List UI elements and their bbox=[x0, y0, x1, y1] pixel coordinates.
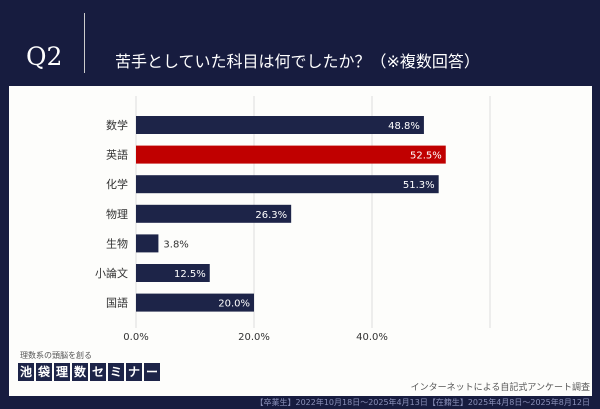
brand-tagline: 理数系の頭脳を創る bbox=[20, 351, 92, 360]
data-label: 20.0% bbox=[218, 299, 250, 310]
brand-logo: 池袋理数セミナー bbox=[18, 363, 160, 381]
category-label: 生物 bbox=[106, 236, 128, 250]
brand-char: 数 bbox=[72, 363, 88, 381]
brand-char: 池 bbox=[18, 363, 34, 381]
brand-char: 袋 bbox=[36, 363, 52, 381]
survey-period: 【卒業生】2022年10月18日～2025年4月13日【在籍生】2025年4月8… bbox=[255, 398, 590, 407]
bar bbox=[136, 116, 424, 134]
category-label: 物理 bbox=[106, 207, 128, 221]
page-title: 苦手としていた科目は何でしたか？（※複数回答） bbox=[115, 52, 480, 71]
bar bbox=[136, 293, 254, 312]
brand-char: ナ bbox=[126, 363, 142, 381]
data-label: 52.5% bbox=[410, 151, 442, 162]
bar bbox=[136, 264, 210, 282]
data-label: 3.8% bbox=[163, 239, 188, 250]
brand-char: セ bbox=[90, 363, 106, 381]
category-label: 小論文 bbox=[95, 266, 128, 280]
bar bbox=[136, 204, 292, 223]
question-number: Q2 bbox=[26, 42, 63, 71]
data-label: 48.8% bbox=[388, 121, 420, 132]
category-label: 数学 bbox=[106, 118, 128, 132]
brand-char: 理 bbox=[54, 363, 70, 381]
data-label: 12.5% bbox=[174, 269, 206, 280]
data-label: 51.3% bbox=[403, 180, 435, 191]
brand-char: ミ bbox=[108, 363, 124, 381]
x-tick-label: 0.0% bbox=[123, 332, 148, 343]
chart-panel bbox=[9, 86, 592, 396]
x-tick-label: 40.0% bbox=[356, 332, 388, 343]
survey-note: インターネットによる自記式アンケート調査 bbox=[410, 383, 590, 393]
bar bbox=[136, 234, 159, 253]
x-tick-label: 20.0% bbox=[238, 332, 270, 343]
category-label: 英語 bbox=[106, 148, 128, 162]
data-label: 26.3% bbox=[255, 210, 287, 221]
bar bbox=[136, 175, 439, 194]
bar bbox=[136, 145, 446, 164]
category-label: 国語 bbox=[106, 296, 128, 310]
brand-char: ー bbox=[144, 363, 160, 381]
category-label: 化学 bbox=[106, 177, 128, 191]
divider bbox=[84, 13, 85, 73]
